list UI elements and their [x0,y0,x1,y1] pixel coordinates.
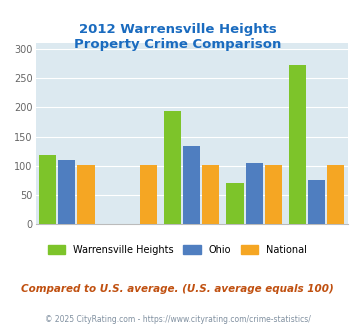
Bar [39,155,56,224]
Bar [77,165,94,224]
Bar [327,165,344,224]
Bar [140,165,157,224]
Legend: Warrensville Heights, Ohio, National: Warrensville Heights, Ohio, National [44,241,311,259]
Bar [246,163,263,224]
Bar [308,181,325,224]
Bar [226,183,244,224]
Bar [164,112,181,224]
Bar [183,146,200,224]
Bar [264,165,282,224]
Bar [202,165,219,224]
Text: 2012 Warrensville Heights
Property Crime Comparison: 2012 Warrensville Heights Property Crime… [74,23,281,51]
Bar [58,160,75,224]
Text: Compared to U.S. average. (U.S. average equals 100): Compared to U.S. average. (U.S. average … [21,284,334,294]
Text: © 2025 CityRating.com - https://www.cityrating.com/crime-statistics/: © 2025 CityRating.com - https://www.city… [45,315,310,324]
Bar [289,65,306,224]
